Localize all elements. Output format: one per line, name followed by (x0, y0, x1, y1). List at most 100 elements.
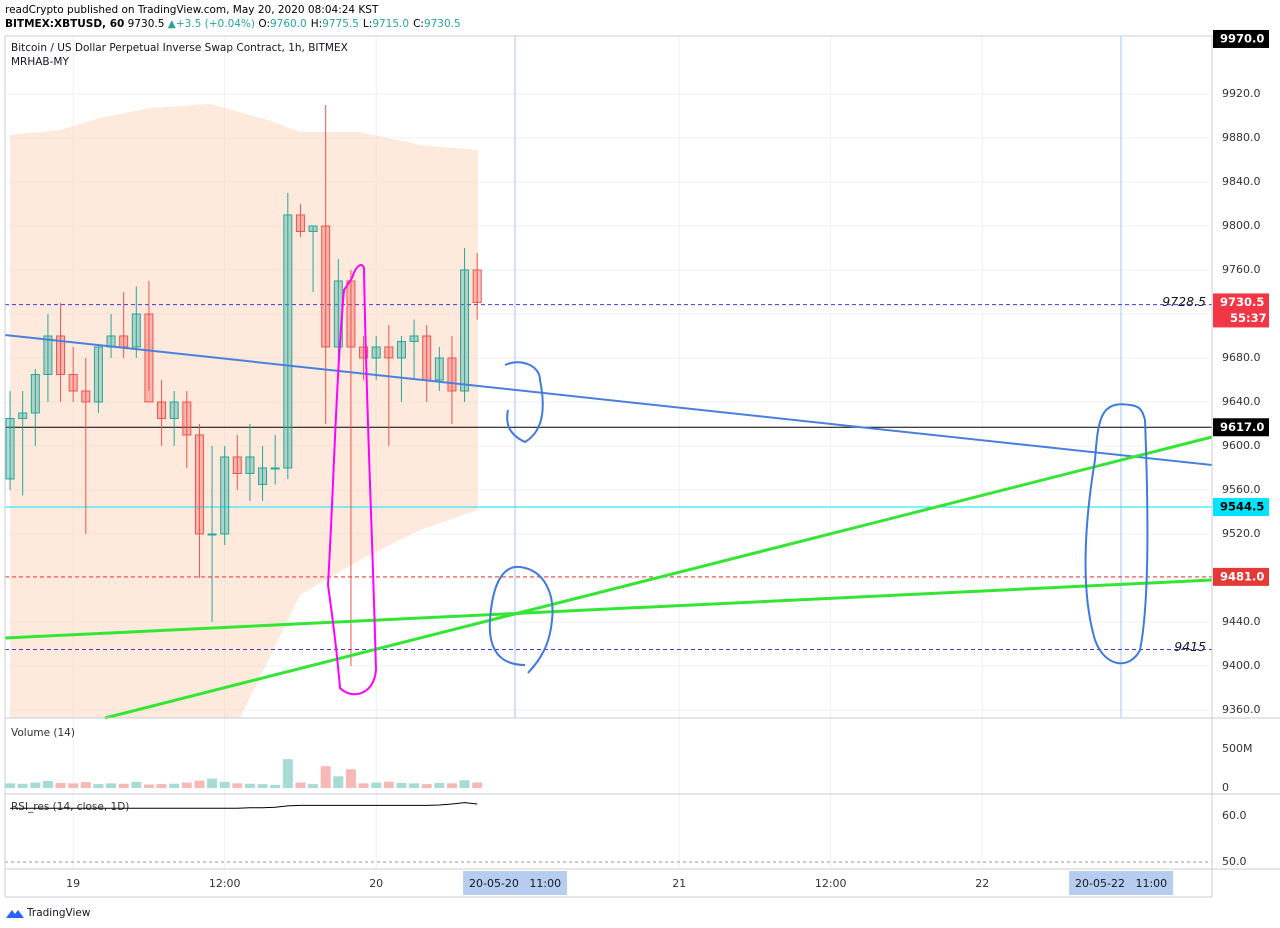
chart-title: Bitcoin / US Dollar Perpetual Inverse Sw… (11, 42, 348, 54)
publisher: readCrypto published on TradingView.com,… (5, 4, 379, 16)
volume-bar (93, 784, 104, 789)
price-tag-label: 9481.0 (1220, 569, 1264, 583)
candle-body (56, 335, 66, 375)
volume-bar (42, 780, 53, 789)
brand: TradingView (26, 907, 91, 919)
last-price-label: 9730.5 (1220, 295, 1264, 309)
ohlc-value: 9730.5 (423, 18, 461, 30)
y-tick-label: 9840.0 (1222, 175, 1261, 188)
y-tick-label: 9640.0 (1222, 395, 1261, 408)
candle-body (258, 467, 268, 485)
candle-body (371, 346, 381, 359)
x-tick-label: 21 (672, 877, 686, 890)
candle-body (346, 280, 356, 348)
candle-body (270, 467, 280, 470)
countdown: 55:37 (1230, 311, 1267, 325)
volume-bar (80, 782, 91, 789)
ohlc-key: H: (310, 18, 323, 30)
price-tag-label: 9970.0 (1220, 31, 1264, 45)
candle-body (447, 357, 457, 392)
volume-bar (118, 783, 129, 789)
y-tick-label: 9360.0 (1222, 703, 1261, 716)
y-tick-label: 9400.0 (1222, 659, 1261, 672)
last: 9730.5 (127, 18, 165, 30)
arrow: ▲ (167, 18, 176, 30)
volume-bar (194, 780, 205, 789)
ohlc-key: L: (362, 18, 373, 30)
candle-body (169, 401, 179, 419)
hand-drawing (1084, 403, 1149, 665)
volume-bar (207, 778, 218, 789)
volume-bar (421, 784, 432, 789)
y-tick-label: 9440.0 (1222, 615, 1261, 628)
candle-body (144, 313, 154, 403)
volume-bar (295, 782, 306, 789)
trend-line (104, 435, 1213, 720)
volume-tick-label: 500M (1222, 742, 1253, 755)
volume-bar (5, 783, 16, 789)
volume-bar (282, 759, 293, 789)
rsi-tick-label: 50.0 (1222, 855, 1247, 868)
candle-body (194, 434, 204, 535)
volume-bar (244, 783, 255, 789)
ohlc-value: 9760.0 (269, 18, 307, 30)
date-badge (463, 871, 568, 895)
volume-bar (68, 783, 79, 789)
volume-bar (308, 784, 319, 789)
candle-body (434, 357, 444, 381)
trend-line (4, 334, 1213, 466)
volume-bar (219, 781, 230, 789)
volume-bar (270, 784, 281, 789)
candle-body (359, 346, 369, 359)
symbol: BITMEX:XBTUSD, 60 (5, 18, 125, 30)
price-tag (1213, 498, 1269, 517)
volume-bar (55, 782, 66, 789)
volume-bar (472, 782, 483, 789)
price-tag (1213, 29, 1269, 48)
header: readCrypto published on TradingView.com,… (5, 3, 465, 31)
candle-body (81, 390, 91, 403)
level-label: 9415 (1174, 639, 1206, 654)
volume-bar (169, 783, 180, 789)
rsi-line (10, 802, 478, 809)
y-tick-label: 9520.0 (1222, 527, 1261, 540)
hand-drawing (488, 565, 554, 674)
ohlc-value: 9775.5 (322, 18, 359, 30)
ohlc-key: O: (258, 18, 270, 30)
date-label: 20-05-20 11:00 (469, 877, 561, 890)
candle-body (283, 214, 293, 469)
trend-line (4, 578, 1213, 640)
volume-tick-label: 0 (1222, 781, 1229, 794)
candle-body (232, 456, 242, 474)
last-price-tag (1213, 293, 1269, 328)
date-badge (1069, 871, 1174, 895)
rsi-tick-label: 60.0 (1222, 809, 1247, 822)
candle-body (93, 346, 103, 403)
candle-body (295, 214, 305, 232)
candle-body (131, 313, 141, 348)
volume-bar (181, 782, 192, 789)
y-tick-label: 9560.0 (1222, 483, 1261, 496)
pane-title: RSI_res (14, close, 1D) (11, 801, 129, 813)
y-tick-label: 9760.0 (1222, 263, 1261, 276)
quote-line: BITMEX:XBTUSD, 60 9730.5 ▲+3.5 (+0.04%) … (5, 17, 465, 31)
volume-bar (409, 783, 420, 789)
volume-bar (156, 784, 167, 789)
volume-bar (131, 781, 142, 789)
volume-bar (446, 783, 457, 789)
change: +3.5 (+0.04%) (175, 18, 256, 30)
date-label: 20-05-22 11:00 (1075, 877, 1167, 890)
candle-body (384, 346, 394, 359)
candle-body (321, 225, 331, 348)
candle-body (182, 401, 192, 436)
x-tick-label: 20 (369, 877, 383, 890)
price-tag (1213, 567, 1269, 586)
candle-body (245, 456, 255, 474)
candle-body (396, 340, 406, 359)
volume-bar (30, 782, 41, 789)
ohlc: O:9760.0 H:9775.5 L:9715.0 C:9730.5 (258, 18, 464, 30)
candle-body (220, 456, 230, 535)
ohlc-key: C: (413, 18, 424, 30)
